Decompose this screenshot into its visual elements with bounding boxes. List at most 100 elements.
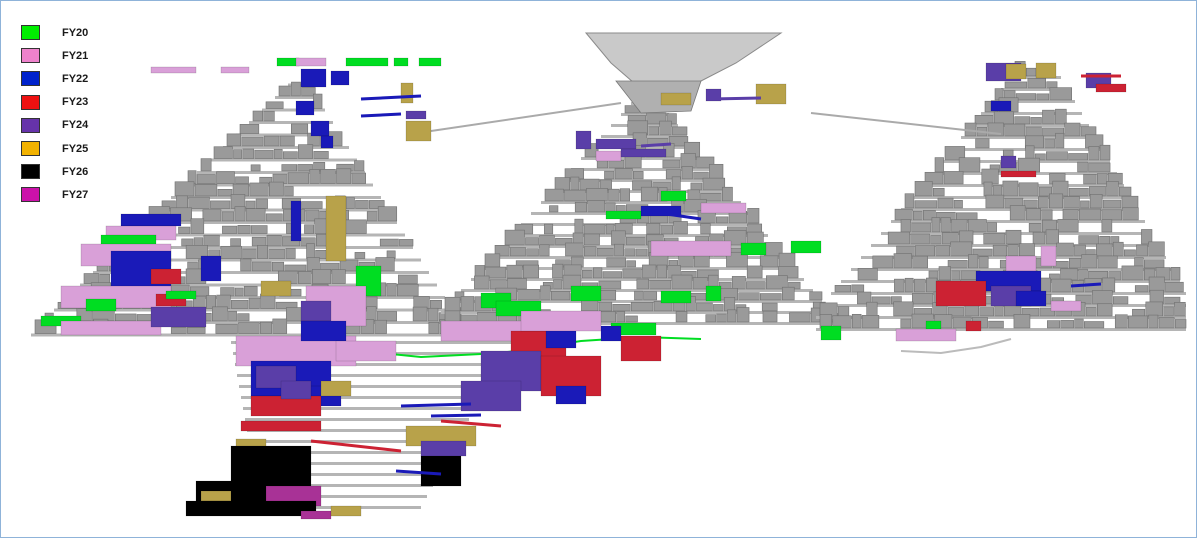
left-orebody-drift (210, 158, 357, 162)
left-orebody-stope (428, 321, 440, 334)
center-orebody-stope (731, 276, 746, 290)
right-orebody-stope (900, 219, 911, 233)
drift-line-fy23 (440, 419, 502, 428)
right-orebody-stope (1047, 320, 1061, 329)
legend-item-fy22: FY22 (21, 67, 88, 90)
stope-block-fy21 (700, 202, 747, 214)
stope-block-fy24 (420, 440, 467, 457)
stope-block-fy21 (295, 57, 327, 67)
left-orebody-stope (234, 206, 246, 222)
right-orebody-stope (1112, 296, 1129, 305)
stope-block-fy25 (320, 380, 352, 397)
stope-block-fy20 (605, 210, 642, 220)
right-orebody-stope (1028, 223, 1042, 233)
right-orebody-stope (953, 200, 963, 209)
lower-level-drift (245, 418, 469, 421)
left-orebody-stope (309, 169, 320, 184)
right-orebody-stope (988, 320, 1004, 329)
center-orebody-stope (671, 274, 693, 290)
center-orebody-drift (521, 223, 759, 226)
center-orebody-stope (635, 248, 648, 257)
right-orebody-stope (968, 254, 979, 269)
center-orebody-stope (489, 279, 507, 290)
center-orebody-stope (460, 296, 475, 312)
center-orebody-stope (660, 225, 673, 235)
left-orebody-stope (266, 235, 282, 247)
right-orebody-stope (857, 268, 878, 281)
stope-block-fy23 (620, 335, 662, 362)
legend-label-fy21: FY21 (62, 49, 89, 62)
left-orebody-drift (236, 133, 341, 137)
right-orebody-stope (1039, 307, 1055, 317)
legend-label-fy20: FY20 (62, 26, 89, 39)
stope-block-fy25 (405, 120, 432, 142)
right-orebody-stope (1083, 174, 1097, 185)
left-orebody-stope (285, 307, 304, 322)
center-orebody-stope (666, 113, 677, 125)
right-orebody-stope (1077, 161, 1088, 173)
center-orebody-stope (583, 233, 600, 246)
right-orebody-stope (1046, 81, 1058, 89)
stope-block-fy27 (300, 510, 332, 520)
left-orebody-stope (366, 306, 377, 322)
stope-block-fy26 (420, 455, 462, 487)
center-orebody-stope (544, 223, 554, 235)
stope-block-fy25 (755, 83, 787, 105)
stope-block-fy26 (185, 500, 317, 517)
right-orebody-stope (851, 313, 862, 329)
right-orebody-stope (1089, 194, 1103, 209)
center-orebody-drift (561, 179, 723, 182)
right-orebody-stope (951, 270, 961, 281)
center-orebody-stope (709, 163, 724, 180)
center-orebody-stope (726, 251, 748, 268)
left-orebody-stope (196, 174, 216, 184)
center-orebody-stope (608, 188, 620, 202)
left-orebody-stope (252, 110, 263, 122)
right-orebody-stope (931, 217, 941, 233)
stope-block-fy24 (620, 148, 667, 158)
right-orebody-stope (900, 318, 912, 329)
center-orebody-stope (692, 277, 708, 290)
lower-level-drift (241, 396, 481, 399)
right-orebody-stope (872, 255, 894, 269)
right-orebody-drift (981, 112, 1082, 115)
center-orebody-stope (746, 265, 763, 279)
connector-drift (810, 112, 1002, 135)
stope-block-fy20 (570, 285, 602, 302)
stope-block-fy22 (990, 100, 1012, 112)
connector-drift (900, 338, 1012, 355)
right-orebody-drift (991, 100, 1075, 103)
right-orebody-stope (992, 185, 1003, 197)
right-orebody-stope (1068, 187, 1089, 197)
legend-swatch-fy26 (21, 164, 40, 180)
left-orebody-stope (354, 252, 366, 259)
right-orebody-stope (940, 217, 951, 233)
right-orebody-stope (1128, 315, 1149, 329)
right-orebody-stope (1148, 276, 1165, 293)
right-orebody-stope (1023, 199, 1038, 209)
center-orebody-stope (759, 293, 782, 301)
left-orebody-stope (226, 133, 242, 147)
right-orebody-stope (983, 181, 993, 197)
right-orebody-stope (834, 285, 852, 293)
right-orebody-stope (851, 284, 865, 293)
left-orebody-stope (257, 245, 269, 259)
right-orebody-stope (1041, 209, 1053, 221)
center-orebody-stope (540, 285, 551, 301)
right-orebody-stope (1144, 259, 1165, 269)
center-orebody-stope (619, 188, 630, 202)
legend-label-fy25: FY25 (62, 142, 89, 155)
center-orebody-stope (598, 301, 613, 312)
center-orebody-stope (681, 166, 693, 180)
center-orebody-stope (738, 292, 760, 301)
stope-block-fy22 (120, 213, 182, 227)
stope-block-fy23 (965, 320, 982, 332)
right-orebody-stope (985, 194, 1005, 209)
right-orebody-stope (887, 231, 910, 245)
left-orebody-stope (243, 286, 258, 297)
legend-label-fy27: FY27 (62, 188, 89, 201)
right-orebody-stope (941, 232, 959, 245)
left-orebody-stope (282, 151, 298, 159)
left-orebody-stope (194, 183, 218, 197)
